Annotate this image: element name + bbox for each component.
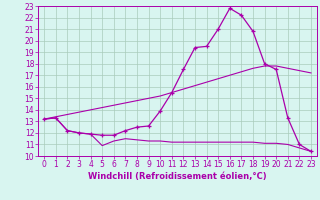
X-axis label: Windchill (Refroidissement éolien,°C): Windchill (Refroidissement éolien,°C) — [88, 172, 267, 181]
